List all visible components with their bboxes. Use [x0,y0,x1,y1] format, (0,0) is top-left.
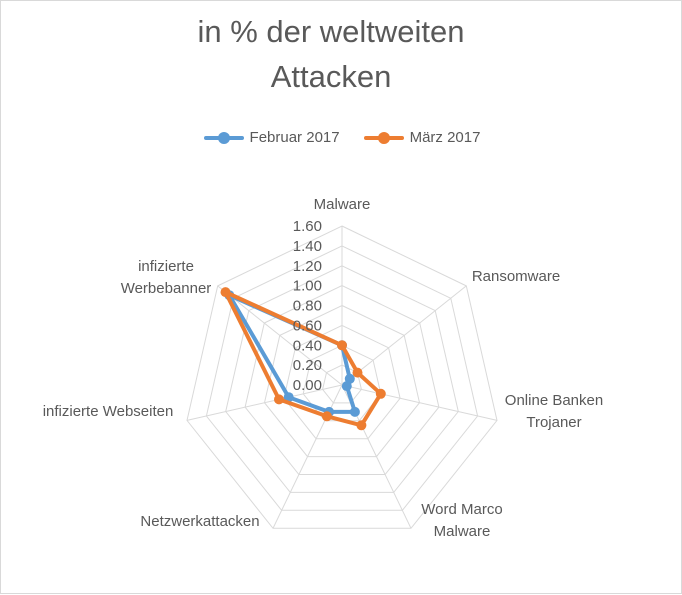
series-2-point [337,340,347,351]
tick-label: 1.20 [293,258,322,275]
legend-entry-series-2: März 2017 [363,129,481,146]
tick-label: 1.60 [293,218,322,235]
category-label: Online Banken Trojaner [505,392,603,431]
category-label: Malware [314,196,371,213]
tick-label: 0.40 [293,337,322,354]
category-label: Ransomware [472,268,560,285]
legend-swatch-series-2 [363,131,404,144]
tick-label: 0.60 [293,317,322,334]
grid-spoke [341,285,467,386]
category-label: Netzwerkattacken [140,513,259,530]
grid-ring [283,324,401,440]
grid-spoke [217,285,343,386]
legend-label-series-1: Februar 2017 [249,129,340,146]
grid-ring [186,225,498,529]
grid-ring [263,304,421,458]
legend-entry-series-1: Februar 2017 [203,129,340,146]
tick-label: 0.00 [293,377,322,394]
series-1-point [349,406,360,417]
grid-ring [205,245,479,511]
radar-grid [186,225,498,529]
grid-ring [244,285,440,475]
series-2-point [375,388,386,399]
series-line-2 [223,290,383,428]
series-1-point [341,381,352,392]
tick-label: 1.40 [293,238,322,255]
grid-spoke [186,384,343,421]
tick-label: 0.20 [293,357,322,374]
series-2-point [220,287,231,298]
series-2-point [274,394,284,405]
chart-title: in % der weltweiten Attacken [197,14,465,94]
category-label: infizierte Webseiten [43,403,174,420]
category-labels: Malware Ransomware Online Banken Trojaner Wo… [43,196,604,540]
series-2-point [356,420,367,431]
series-2-point [352,367,363,378]
legend-label-series-2: März 2017 [409,129,481,146]
series-1-point [283,392,294,403]
grid-spoke [341,384,498,421]
category-label: infizierte Werbebanner [121,258,212,297]
legend-swatch-series-1 [203,131,244,144]
tick-label: 0.80 [293,298,322,315]
category-label: Word Marco Malware [421,501,502,540]
radial-axis-ticks: 0.00 0.20 0.40 0.60 0.80 1.00 1.20 1.40 1.60 [293,218,322,394]
legend: Februar 2017 März 2017 [1,129,682,146]
radar-series [220,287,386,431]
series-2-point [321,411,332,422]
tick-label: 1.00 [293,278,322,295]
